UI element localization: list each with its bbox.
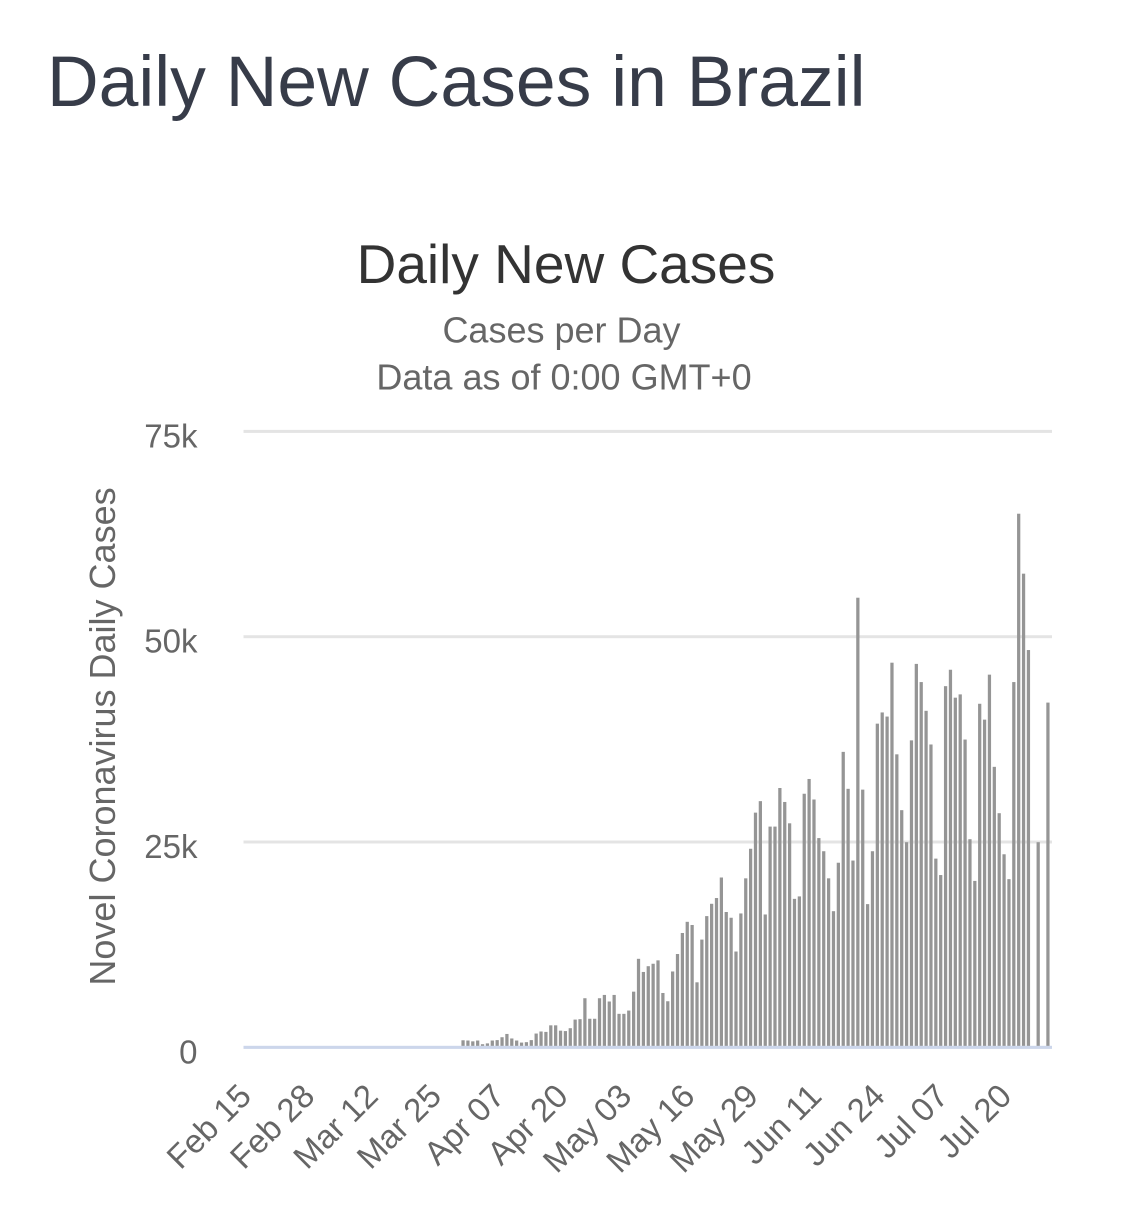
svg-text:Daily New Cases in Brazil: Daily New Cases in Brazil <box>47 42 866 122</box>
svg-text:25k: 25k <box>144 828 198 865</box>
svg-text:Daily New Cases: Daily New Cases <box>357 233 776 295</box>
svg-text:50k: 50k <box>144 623 198 660</box>
svg-text:75k: 75k <box>144 417 198 454</box>
svg-text:Jul 20: Jul 20 <box>930 1077 1018 1165</box>
svg-text:0: 0 <box>179 1033 197 1070</box>
svg-text:Data as of 0:00 GMT+0: Data as of 0:00 GMT+0 <box>376 357 751 398</box>
svg-text:Novel Coronavirus Daily Cases: Novel Coronavirus Daily Cases <box>82 487 123 985</box>
svg-text:Cases per Day: Cases per Day <box>442 310 680 351</box>
